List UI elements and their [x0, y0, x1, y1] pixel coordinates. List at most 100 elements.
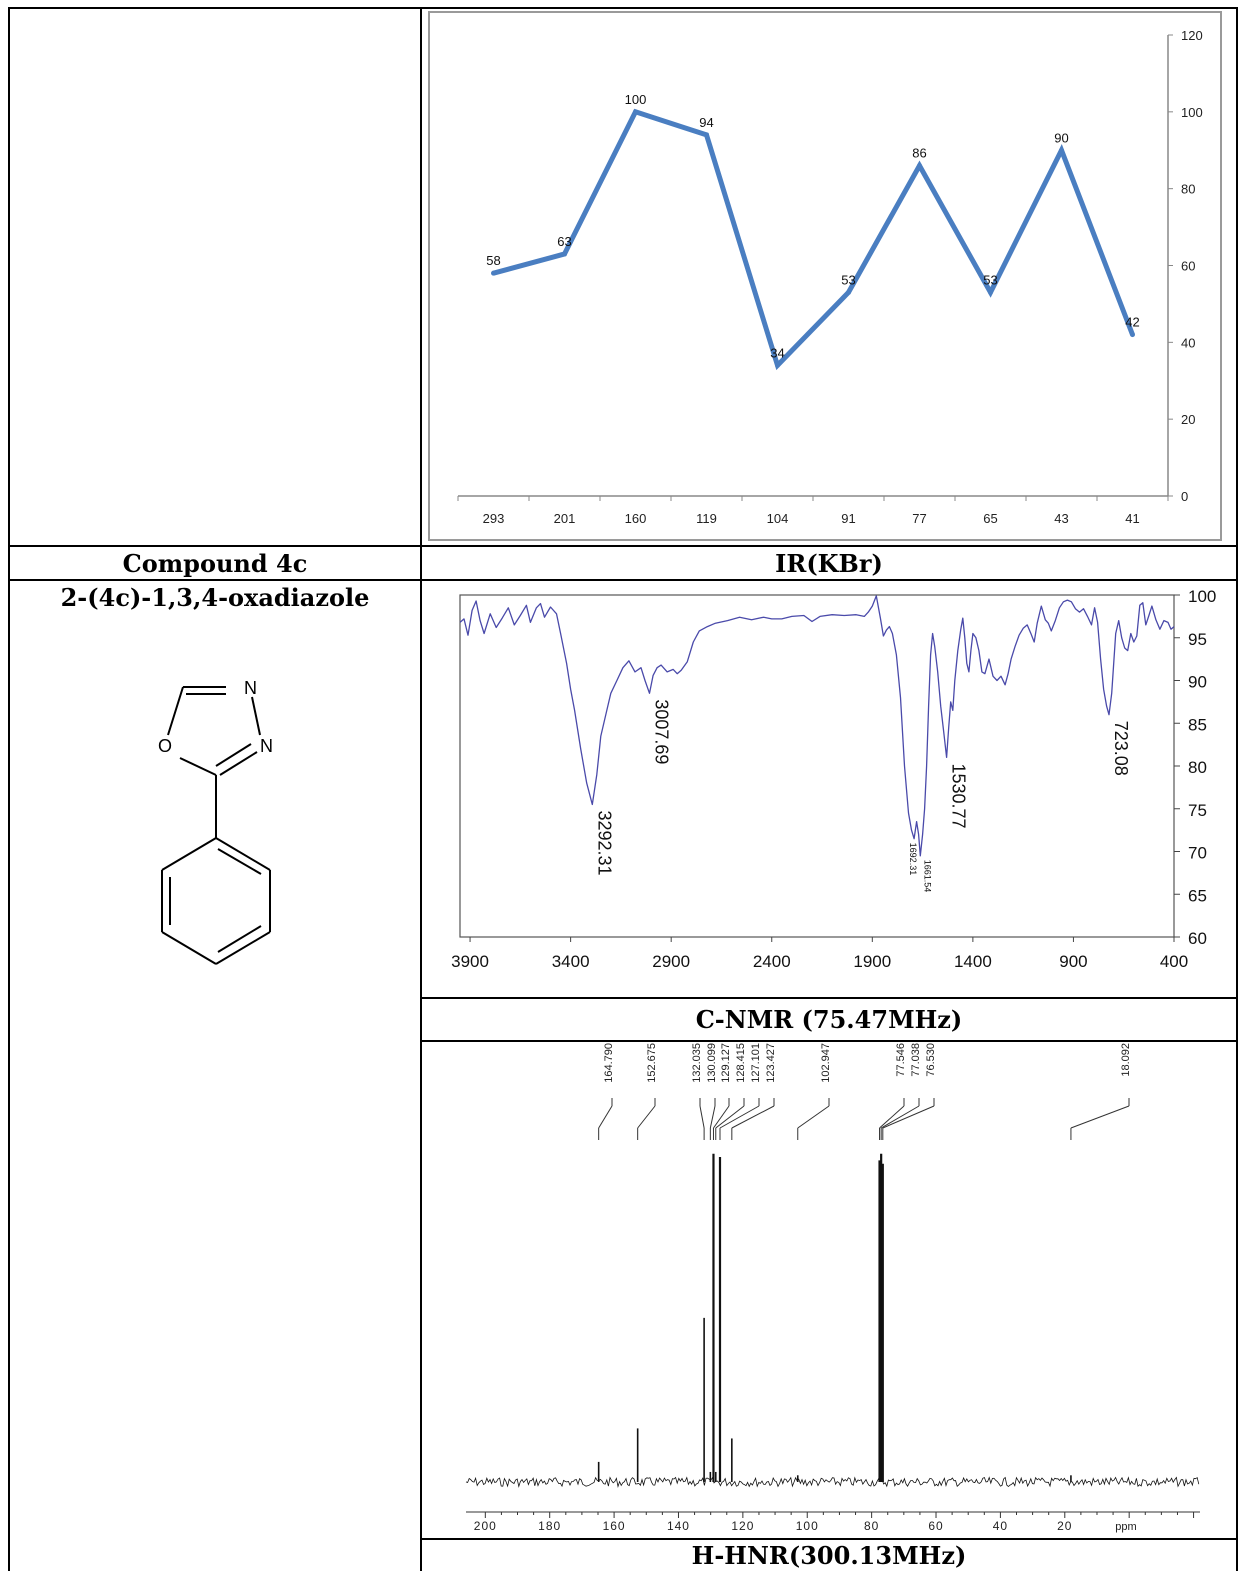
data-point	[1130, 332, 1135, 338]
peak-label: 102.947	[820, 1043, 832, 1083]
y-tick-label: 95	[1188, 630, 1207, 649]
peak-connector	[699, 1105, 705, 1129]
peak-label: 3007.69	[652, 699, 672, 764]
peak-label: 130.099	[706, 1043, 718, 1083]
data-point	[917, 163, 922, 169]
data-label: 53	[841, 272, 855, 287]
peak-label: 123.427	[765, 1043, 777, 1083]
x-tick-label: 200	[474, 1519, 497, 1533]
peak-label: 1661.54	[922, 860, 932, 893]
data-label: 94	[699, 115, 713, 130]
peak-label: 1530.77	[949, 763, 969, 828]
y-tick-label: 120	[1181, 28, 1203, 43]
y-tick-label: 60	[1181, 259, 1195, 274]
y-tick-label: 60	[1188, 929, 1207, 948]
data-label: 100	[625, 92, 647, 107]
x-tick-label: 1900	[853, 952, 891, 971]
peak-label: 164.790	[603, 1043, 615, 1083]
x-tick-label: 180	[538, 1519, 561, 1533]
data-label: 53	[983, 272, 997, 287]
nmr-baseline	[465, 1476, 1200, 1488]
x-tick-label: 119	[696, 511, 717, 526]
x-tick-label: 20	[1057, 1519, 1072, 1533]
y-tick-label: 80	[1181, 182, 1195, 197]
data-point	[846, 289, 851, 295]
table-border-right	[1236, 7, 1238, 1571]
x-tick-label: 43	[1054, 511, 1068, 526]
x-unit-label: ppm	[1115, 1521, 1136, 1533]
data-label: 90	[1054, 130, 1068, 145]
data-point	[704, 132, 709, 138]
data-point	[562, 251, 567, 257]
y-tick-label: 65	[1188, 886, 1207, 905]
table-row-divider-5	[420, 1538, 1238, 1540]
peak-label: 128.415	[735, 1043, 747, 1083]
peak-label: 129.127	[720, 1043, 732, 1083]
peak-connector	[731, 1105, 775, 1129]
x-tick-label: 65	[983, 511, 997, 526]
x-tick-label: 80	[864, 1519, 879, 1533]
x-tick-label: 3400	[552, 952, 590, 971]
peak-label: 132.035	[691, 1043, 703, 1083]
data-label: 86	[912, 146, 926, 161]
table-row-divider-3	[420, 997, 1238, 999]
mass-chart-frame	[428, 11, 1222, 541]
peak-label: 18.092	[1120, 1043, 1132, 1077]
mass-line-chart: 0 20 40 60 80 100 120 293 201 160 119 104 91 77 65 43 41…	[457, 28, 1203, 526]
data-point	[1059, 147, 1064, 153]
peak-label: 76.530	[925, 1043, 937, 1077]
ir-spectrum-chart: 100 95 90 85 80 75 70 65 60 3900 3400 2900 2400 1900 1…	[451, 587, 1216, 971]
ir-trace	[459, 595, 1175, 857]
series-line	[492, 108, 1135, 371]
data-label: 42	[1125, 315, 1139, 330]
data-label: 58	[486, 253, 500, 268]
y-tick-label: 80	[1188, 758, 1207, 777]
x-tick-label: 1400	[954, 952, 992, 971]
table-row-divider-2	[8, 579, 1238, 581]
peak-connector	[713, 1105, 730, 1129]
table-row-divider-1	[8, 545, 1238, 547]
x-tick-label: 120	[731, 1519, 754, 1533]
peak-connector	[719, 1105, 760, 1129]
x-tick-label: 91	[841, 511, 855, 526]
table-border-top	[8, 7, 1238, 9]
cnmr-spectrum-chart: 164.790 152.675 132.035 130.099 129.127 128.4…	[465, 1043, 1200, 1533]
peak-label: 152.675	[646, 1043, 658, 1083]
data-point	[775, 362, 780, 368]
y-tick-label: 0	[1181, 489, 1188, 504]
peak-label: 3292.31	[594, 810, 614, 875]
y-tick-label: 90	[1188, 673, 1207, 692]
y-tick-label: 70	[1188, 844, 1207, 863]
ir-title: IR(KBr)	[775, 549, 883, 578]
oxadiazole-structure: N N O	[158, 678, 273, 965]
table-row-divider-4	[420, 1040, 1238, 1042]
table-border-left	[8, 7, 10, 1571]
x-tick-label: 400	[1160, 952, 1188, 971]
x-tick-label: 293	[483, 511, 505, 526]
peak-connector	[598, 1105, 613, 1129]
peak-connector	[715, 1105, 745, 1129]
data-label: 63	[557, 234, 571, 249]
peak-label: 127.101	[750, 1043, 762, 1083]
peak-connector	[637, 1105, 656, 1129]
y-tick-label: 75	[1188, 801, 1207, 820]
peak-connector	[882, 1105, 935, 1129]
x-tick-label: 104	[767, 511, 789, 526]
y-tick-label: 20	[1181, 412, 1195, 427]
y-tick-label: 100	[1188, 587, 1216, 606]
x-tick-label: 160	[603, 1519, 626, 1533]
x-tick-label: 2900	[652, 952, 690, 971]
peak-label: 77.546	[895, 1043, 907, 1077]
x-tick-label: 900	[1059, 952, 1087, 971]
cnmr-title: C-NMR (75.47MHz)	[695, 1005, 963, 1034]
peak-connector	[880, 1105, 920, 1129]
y-tick-label: 100	[1181, 105, 1203, 120]
peak-connector	[797, 1105, 830, 1129]
atom-n2: N	[260, 736, 273, 756]
x-tick-label: 100	[796, 1519, 819, 1533]
peak-connector	[709, 1105, 716, 1129]
x-tick-label: 77	[912, 511, 926, 526]
x-tick-label: 2400	[753, 952, 791, 971]
compound-label: Compound 4c	[122, 549, 308, 578]
y-tick-label: 85	[1188, 715, 1207, 734]
